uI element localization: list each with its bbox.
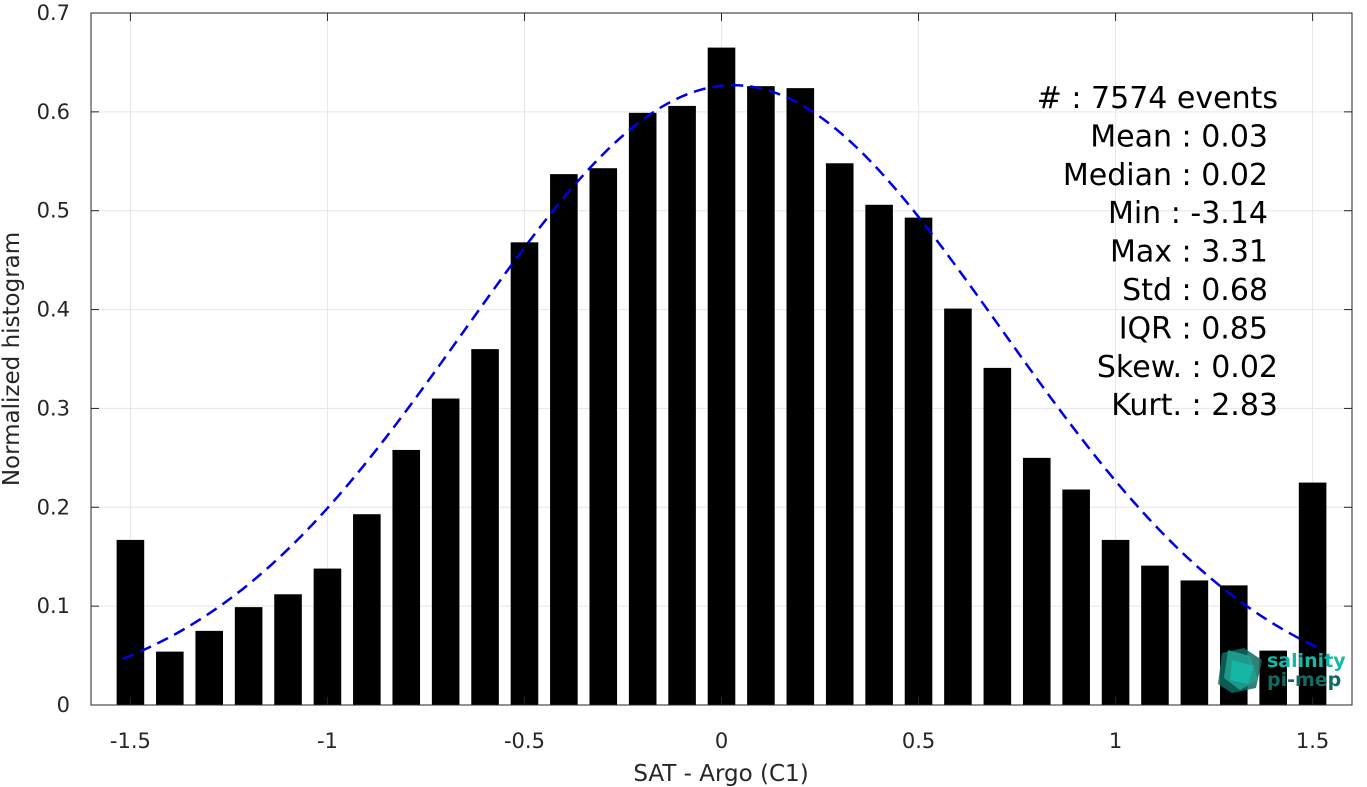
gaussian-fit-curve xyxy=(122,83,1322,661)
y-tick-label-6: 0.6 xyxy=(37,100,70,124)
y-tick-label-1: 0.1 xyxy=(37,594,70,618)
bar-1 xyxy=(156,651,184,705)
stat-line-2: Median : 0.02 xyxy=(1063,158,1268,193)
bar-7 xyxy=(392,449,421,705)
stat-line-7: Skew. : 0.02 xyxy=(1097,350,1278,385)
bar-12 xyxy=(589,168,618,706)
bars xyxy=(116,47,1327,706)
bar-8 xyxy=(431,398,460,705)
x-tick-label-2: -0.5 xyxy=(504,729,545,753)
x-tick-label-3: 0 xyxy=(715,729,728,753)
stat-line-5: Std : 0.68 xyxy=(1122,273,1268,308)
logo-text-line1: salinity xyxy=(1267,650,1346,672)
bar-23 xyxy=(1022,457,1051,705)
y-axis-ticks: 0 0.1 0.2 0.3 0.4 0.5 0.6 0.7 xyxy=(37,1,1352,717)
logo-text-line2: pi-mep xyxy=(1267,669,1341,691)
bar-13 xyxy=(628,112,657,706)
bar-5 xyxy=(313,568,342,705)
bar-24 xyxy=(1062,489,1090,705)
bar-30 xyxy=(1298,482,1327,705)
bar-2 xyxy=(195,630,224,705)
stat-line-4: Max : 3.31 xyxy=(1110,235,1268,270)
x-axis-label: SAT - Argo (C1) xyxy=(633,761,808,787)
bar-3 xyxy=(234,607,263,705)
x-tick-label-5: 1 xyxy=(1109,729,1122,753)
x-axis-ticks: -1.5 -1 -0.5 0 0.5 1 1.5 xyxy=(110,13,1329,753)
y-axis-label: Normalized histogram xyxy=(0,232,25,486)
bar-20 xyxy=(904,217,933,706)
stat-line-8: Kurt. : 2.83 xyxy=(1111,388,1278,423)
bar-19 xyxy=(865,204,893,706)
x-tick-label-4: 0.5 xyxy=(902,729,935,753)
bar-4 xyxy=(274,594,302,705)
x-tick-label-0: -1.5 xyxy=(110,729,151,753)
bar-29 xyxy=(1259,650,1287,705)
bar-0 xyxy=(116,539,145,705)
y-tick-label-4: 0.4 xyxy=(37,298,70,322)
bar-9 xyxy=(471,349,499,705)
x-tick-label-1: -1 xyxy=(317,729,338,753)
bar-27 xyxy=(1180,580,1209,705)
bar-16 xyxy=(747,86,775,705)
bar-25 xyxy=(1101,539,1130,705)
logo-shape-front xyxy=(1230,660,1254,684)
bar-21 xyxy=(944,308,972,705)
y-tick-label-2: 0.2 xyxy=(37,495,70,519)
stat-line-1: Mean : 0.03 xyxy=(1090,119,1268,154)
bar-22 xyxy=(983,367,1012,705)
bar-18 xyxy=(825,163,854,705)
bar-6 xyxy=(353,514,381,705)
bar-10 xyxy=(510,242,539,705)
y-tick-label-3: 0.3 xyxy=(37,396,70,420)
stat-line-3: Min : -3.14 xyxy=(1108,196,1268,231)
salinity-pimep-logo: salinity pi-mep xyxy=(1218,648,1346,693)
bar-26 xyxy=(1141,565,1169,705)
bar-15 xyxy=(707,47,736,706)
stat-line-6: IQR : 0.85 xyxy=(1119,311,1268,346)
y-tick-label-0: 0 xyxy=(57,693,70,717)
bar-14 xyxy=(668,105,696,705)
x-tick-label-6: 1.5 xyxy=(1296,729,1329,753)
y-tick-label-7: 0.7 xyxy=(37,1,70,25)
bar-11 xyxy=(550,174,578,705)
y-tick-label-5: 0.5 xyxy=(37,199,70,223)
bar-17 xyxy=(786,88,815,706)
stat-line-0: # : 7574 events xyxy=(1037,81,1278,116)
